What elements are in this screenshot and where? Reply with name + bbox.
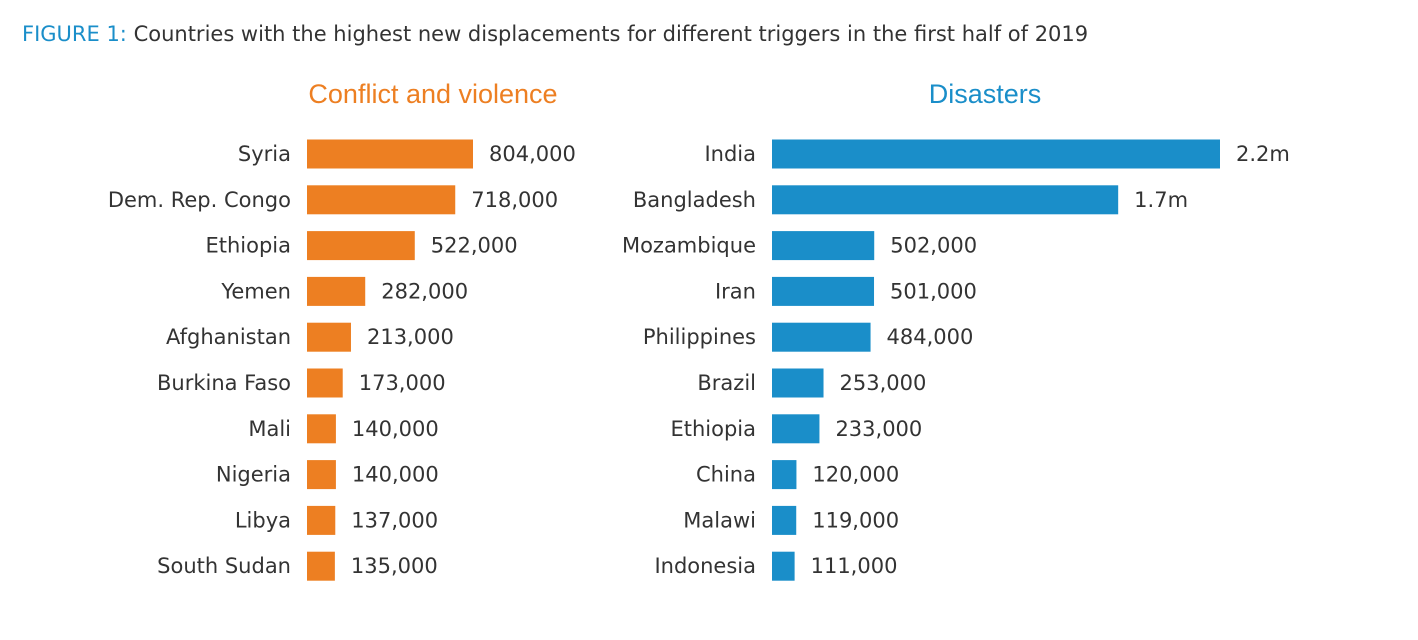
conflict-category-label: Syria <box>238 142 291 166</box>
conflict-panel-title: Conflict and violence <box>308 79 557 109</box>
figure-caption-text: Countries with the highest new displacem… <box>126 22 1089 46</box>
conflict-category-label: Mali <box>248 417 291 441</box>
conflict-value-label: 804,000 <box>489 142 576 166</box>
disasters-bar-brazil <box>772 368 824 398</box>
conflict-bar-nigeria <box>307 460 336 490</box>
disasters-panel: Disasters India 2.2m Bangladesh 1.7m Mozambiq… <box>622 79 1290 581</box>
conflict-category-label: Nigeria <box>216 463 291 487</box>
figure-label: FIGURE 1: <box>22 22 127 46</box>
conflict-value-label: 718,000 <box>471 188 558 212</box>
disasters-category-label: Brazil <box>697 371 756 395</box>
conflict-bar-burkina-faso <box>307 368 343 398</box>
conflict-value-label: 522,000 <box>431 234 518 258</box>
conflict-bar-afghanistan <box>307 322 351 352</box>
disasters-bar-ethiopia <box>772 414 820 444</box>
disasters-value-label: 119,000 <box>812 508 899 532</box>
conflict-category-label: Dem. Rep. Congo <box>108 188 291 212</box>
disasters-value-label: 120,000 <box>812 463 899 487</box>
conflict-category-label: Burkina Faso <box>157 371 291 395</box>
disasters-value-label: 484,000 <box>887 325 974 349</box>
conflict-bar-mali <box>307 414 336 444</box>
disasters-category-label: Philippines <box>643 325 756 349</box>
disasters-category-label: Indonesia <box>654 554 756 578</box>
disasters-bar-malawi <box>772 505 797 535</box>
disasters-category-label: Bangladesh <box>633 188 756 212</box>
disasters-bar-philippines <box>772 322 871 352</box>
disasters-value-label: 2.2m <box>1236 142 1290 166</box>
conflict-category-label: Afghanistan <box>166 325 291 349</box>
conflict-category-label: South Sudan <box>157 554 291 578</box>
disasters-bar-bangladesh <box>772 185 1119 215</box>
disasters-category-label: Iran <box>715 279 756 303</box>
conflict-bar-ethiopia <box>307 231 415 261</box>
conflict-bar-libya <box>307 505 336 535</box>
disasters-panel-title: Disasters <box>929 79 1042 109</box>
disasters-category-label: India <box>704 142 756 166</box>
conflict-value-label: 213,000 <box>367 325 454 349</box>
disasters-category-label: China <box>696 463 756 487</box>
disasters-value-label: 111,000 <box>811 554 898 578</box>
conflict-category-label: Libya <box>235 508 291 532</box>
conflict-value-label: 135,000 <box>351 554 438 578</box>
disasters-value-label: 1.7m <box>1134 188 1188 212</box>
conflict-bar-dem-rep-congo <box>307 185 456 215</box>
disasters-bar-mozambique <box>772 231 875 261</box>
figure-caption: FIGURE 1: Countries with the highest new… <box>22 22 1088 46</box>
conflict-value-label: 137,000 <box>351 508 438 532</box>
disasters-value-label: 502,000 <box>890 234 977 258</box>
disasters-value-label: 233,000 <box>835 417 922 441</box>
conflict-bar-syria <box>307 139 473 169</box>
conflict-category-label: Yemen <box>220 279 291 303</box>
disasters-category-label: Malawi <box>683 508 756 532</box>
disasters-bar-iran <box>772 276 875 306</box>
conflict-value-label: 140,000 <box>352 463 439 487</box>
disasters-category-label: Mozambique <box>622 234 756 258</box>
disasters-bar-india <box>772 139 1220 169</box>
conflict-value-label: 140,000 <box>352 417 439 441</box>
conflict-panel: Conflict and violence Syria 804,000 Dem. Re… <box>108 79 576 581</box>
disasters-value-label: 501,000 <box>890 279 977 303</box>
conflict-bar-south-sudan <box>307 551 335 581</box>
conflict-value-label: 282,000 <box>381 279 468 303</box>
conflict-bar-yemen <box>307 276 366 306</box>
conflict-category-label: Ethiopia <box>205 234 291 258</box>
disasters-bar-indonesia <box>772 551 795 581</box>
disasters-category-label: Ethiopia <box>670 417 756 441</box>
conflict-value-label: 173,000 <box>359 371 446 395</box>
disasters-bar-china <box>772 460 797 490</box>
disasters-value-label: 253,000 <box>840 371 927 395</box>
